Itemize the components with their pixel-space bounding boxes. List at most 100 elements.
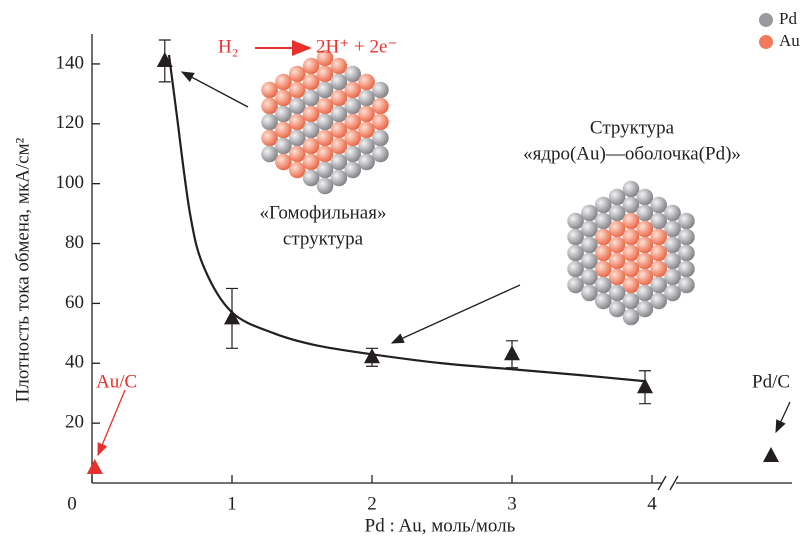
y-tick-label: 40 bbox=[65, 352, 84, 373]
atom bbox=[581, 205, 598, 222]
atom bbox=[344, 66, 361, 83]
atom bbox=[275, 154, 292, 171]
atom bbox=[623, 213, 640, 230]
atom bbox=[650, 261, 667, 278]
atom bbox=[664, 221, 681, 238]
atom bbox=[372, 146, 389, 163]
atom bbox=[567, 277, 584, 294]
atom bbox=[650, 229, 667, 246]
atom bbox=[595, 213, 612, 230]
atom bbox=[609, 189, 626, 206]
x-tick-label: 0 bbox=[67, 493, 77, 514]
atom bbox=[637, 205, 654, 222]
atom bbox=[623, 309, 640, 326]
atom bbox=[664, 269, 681, 286]
atom bbox=[303, 90, 320, 107]
atom bbox=[637, 237, 654, 254]
arrow bbox=[776, 402, 790, 432]
atom bbox=[595, 229, 612, 246]
atom bbox=[623, 277, 640, 294]
atom bbox=[372, 82, 389, 99]
atom bbox=[289, 114, 306, 131]
atom bbox=[289, 162, 306, 179]
atom bbox=[567, 213, 584, 230]
atom bbox=[261, 98, 278, 115]
cluster-label: «ядро(Au)—оболочка(Pd)» bbox=[523, 143, 741, 164]
cluster-label: «Гомофильная» bbox=[260, 202, 387, 223]
atom bbox=[358, 106, 375, 123]
atom bbox=[581, 237, 598, 254]
atom bbox=[609, 285, 626, 302]
atom bbox=[317, 114, 334, 131]
atom bbox=[275, 122, 292, 139]
atom bbox=[664, 237, 681, 254]
point bbox=[763, 447, 779, 462]
pd-c-label: Pd/C bbox=[752, 371, 790, 392]
atom bbox=[372, 98, 389, 115]
atom bbox=[317, 146, 334, 163]
atom bbox=[595, 261, 612, 278]
reaction-left: H₂ bbox=[218, 36, 238, 57]
y-tick-label: 120 bbox=[56, 112, 85, 133]
atom bbox=[289, 82, 306, 99]
atom bbox=[344, 82, 361, 99]
atom bbox=[623, 261, 640, 278]
atom bbox=[289, 98, 306, 115]
y-tick-label: 60 bbox=[65, 292, 84, 313]
atom bbox=[331, 154, 348, 171]
x-tick-label: 4 bbox=[647, 493, 657, 514]
atom bbox=[678, 229, 695, 246]
legend-marker bbox=[759, 35, 773, 49]
atom bbox=[275, 74, 292, 91]
atom bbox=[331, 90, 348, 107]
x-tick-label: 3 bbox=[507, 493, 517, 514]
atom bbox=[650, 245, 667, 262]
arrow bbox=[98, 390, 125, 455]
x-tick-label: 1 bbox=[227, 493, 237, 514]
atom bbox=[331, 170, 348, 187]
atom bbox=[650, 277, 667, 294]
atom bbox=[303, 74, 320, 91]
atom bbox=[261, 146, 278, 163]
point bbox=[504, 345, 520, 360]
atom bbox=[637, 301, 654, 318]
atom bbox=[581, 253, 598, 270]
atom bbox=[358, 122, 375, 139]
atom bbox=[344, 130, 361, 147]
cluster-label: Структура bbox=[590, 117, 675, 138]
atom bbox=[303, 170, 320, 187]
atom bbox=[650, 213, 667, 230]
atom bbox=[303, 122, 320, 139]
atom bbox=[317, 82, 334, 99]
atom bbox=[317, 66, 334, 83]
atom bbox=[664, 285, 681, 302]
atom bbox=[358, 90, 375, 107]
atom bbox=[664, 205, 681, 222]
atom bbox=[303, 154, 320, 171]
atom bbox=[623, 293, 640, 310]
atom bbox=[358, 74, 375, 91]
atom bbox=[317, 98, 334, 115]
atom bbox=[609, 301, 626, 318]
atom bbox=[678, 277, 695, 294]
y-tick-label: 20 bbox=[65, 411, 84, 432]
y-axis-label: Плотность тока обмена, мкА/см² bbox=[12, 137, 33, 402]
arrow bbox=[392, 285, 520, 343]
x-tick-label: 2 bbox=[367, 493, 377, 514]
chart: H₂ 2H⁺ + 2e⁻ Au/C Pd/C «Гомофильная» стр… bbox=[0, 0, 811, 545]
atom bbox=[581, 221, 598, 238]
atom bbox=[303, 106, 320, 123]
atom bbox=[289, 66, 306, 83]
legend-marker bbox=[759, 13, 773, 27]
reaction-right: 2H⁺ + 2e⁻ bbox=[316, 36, 397, 57]
atom bbox=[595, 277, 612, 294]
atom bbox=[331, 58, 348, 75]
atom bbox=[637, 285, 654, 302]
atom bbox=[317, 130, 334, 147]
atom bbox=[609, 221, 626, 238]
atom bbox=[650, 293, 667, 310]
atom bbox=[623, 245, 640, 262]
atom bbox=[289, 146, 306, 163]
atom bbox=[317, 178, 334, 195]
y-tick-label: 100 bbox=[56, 172, 85, 193]
